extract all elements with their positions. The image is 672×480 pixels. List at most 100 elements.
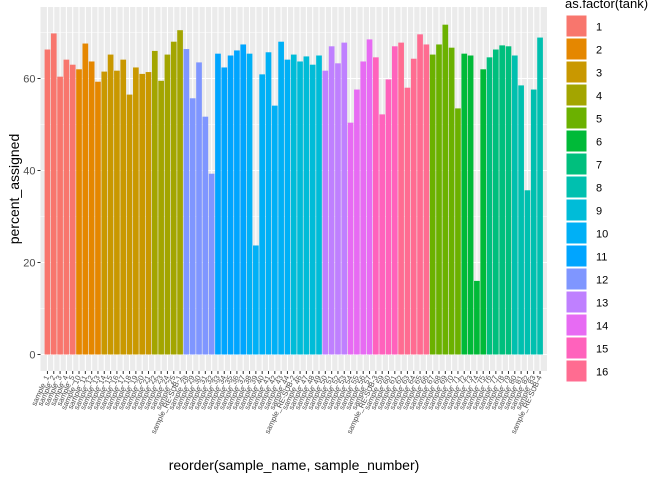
- bar: [309, 64, 316, 355]
- bar: [221, 67, 228, 355]
- legend-label: 16: [596, 367, 608, 379]
- legend-label: 9: [596, 206, 602, 218]
- bar: [177, 30, 183, 355]
- y-tick-label: 60: [23, 74, 35, 86]
- legend-key: [565, 221, 588, 245]
- bar: [284, 59, 291, 355]
- y-tick-label: 20: [23, 258, 35, 270]
- bar: [398, 42, 404, 355]
- bar: [316, 55, 322, 355]
- bar: [196, 62, 202, 355]
- bar: [69, 64, 76, 355]
- bar: [133, 67, 139, 355]
- bar: [145, 72, 152, 355]
- bar: [170, 41, 177, 355]
- bar: [530, 89, 537, 355]
- bar: [120, 59, 127, 355]
- legend-label: 6: [596, 137, 602, 149]
- legend-label: 13: [596, 298, 608, 310]
- bar: [518, 85, 524, 355]
- legend-key: [565, 106, 588, 130]
- bar: [158, 80, 164, 355]
- bar: [240, 44, 247, 355]
- bar: [480, 69, 487, 355]
- bar: [50, 33, 57, 355]
- bar: [101, 71, 108, 355]
- bar: [511, 55, 518, 355]
- bar: [126, 94, 133, 355]
- legend-label: 8: [596, 183, 602, 195]
- bar: [436, 44, 442, 355]
- bar: [385, 79, 392, 355]
- bar: [493, 49, 499, 355]
- bar: [57, 76, 63, 355]
- bar: [259, 74, 266, 355]
- bar: [271, 105, 278, 355]
- bar: [290, 54, 297, 355]
- legend-key: [565, 336, 588, 360]
- legend-key: [565, 313, 588, 337]
- x-axis: sample_1sample_2sample_3sample_4sample_5…: [29, 371, 544, 435]
- bar: [524, 190, 531, 355]
- bar: [423, 44, 430, 355]
- bar: [410, 58, 417, 355]
- legend-label: 3: [596, 68, 602, 80]
- legend-key: [565, 244, 588, 268]
- legend-key: [565, 359, 588, 383]
- bar: [164, 54, 171, 355]
- bar: [404, 87, 411, 355]
- legend-label: 12: [596, 275, 608, 287]
- bar: [114, 70, 120, 355]
- legend-label: 5: [596, 114, 602, 126]
- bar: [360, 61, 367, 355]
- bar: [246, 53, 253, 355]
- bar: [499, 45, 506, 355]
- legend-key: [565, 290, 588, 314]
- y-axis: 0 20 40 60: [23, 74, 41, 362]
- bar: [537, 37, 543, 355]
- bar: [341, 42, 348, 355]
- legend-key: [565, 129, 588, 153]
- legend-key: [565, 198, 588, 222]
- bar: [429, 54, 436, 355]
- legend-key: [565, 60, 588, 84]
- legend-label: 11: [596, 252, 607, 264]
- bar: [253, 245, 259, 355]
- bar: [505, 46, 512, 355]
- bar: [347, 122, 354, 355]
- bar: [467, 55, 474, 355]
- bar: [82, 43, 89, 355]
- bar: [379, 114, 386, 355]
- bar: [76, 69, 82, 355]
- legend-key: [565, 37, 588, 61]
- bar: [189, 98, 196, 355]
- bar: [455, 108, 461, 355]
- bar: [303, 56, 310, 355]
- legend-key: [565, 175, 588, 199]
- bar: [265, 52, 272, 355]
- bar: [63, 59, 70, 355]
- bar: [202, 116, 209, 355]
- bar: [227, 55, 234, 355]
- bar: [474, 280, 480, 355]
- bar: [417, 34, 423, 355]
- bar: [442, 24, 449, 355]
- legend-key: [565, 267, 588, 291]
- bar: [335, 63, 341, 355]
- bar: [391, 46, 398, 355]
- bar: [297, 61, 303, 355]
- bar: [322, 70, 329, 355]
- legend-label: 10: [596, 229, 608, 241]
- bars: [44, 24, 543, 355]
- bar: [95, 81, 101, 355]
- x-axis-title: reorder(sample_name, sample_number): [169, 457, 420, 473]
- bar: [354, 89, 360, 355]
- bar: [366, 39, 373, 355]
- legend-label: 2: [596, 45, 602, 57]
- bar: [139, 73, 146, 355]
- bar: [151, 50, 158, 355]
- legend-label: 15: [596, 344, 608, 356]
- y-tick-label: 0: [29, 350, 35, 362]
